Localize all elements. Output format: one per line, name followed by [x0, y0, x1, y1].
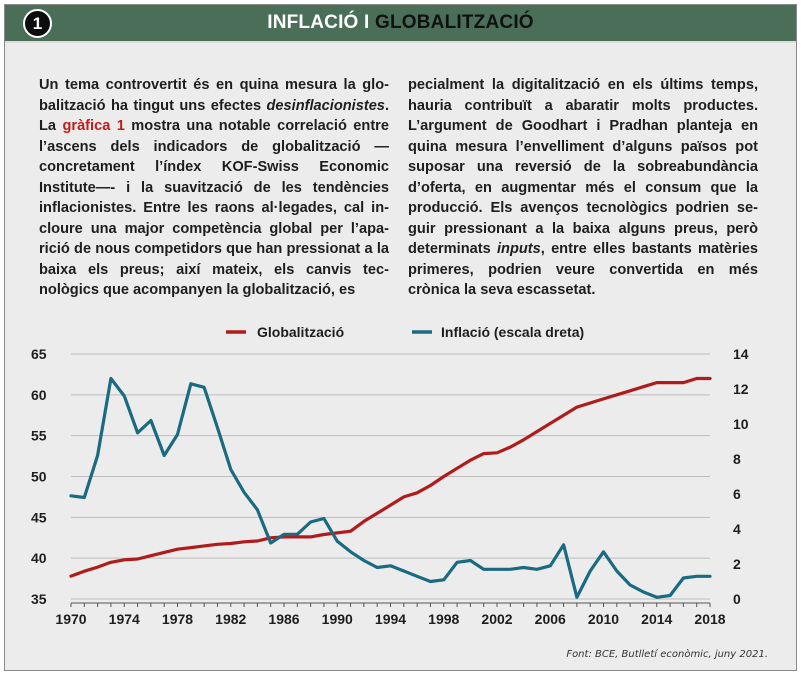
text-run: desinflacionis­tes — [266, 97, 385, 114]
text-run: inputs — [496, 241, 541, 257]
y-right-tick-label: 10 — [733, 416, 749, 432]
x-tick-label: 1970 — [55, 611, 86, 627]
y-left-tick-label: 45 — [31, 509, 47, 525]
x-tick-label: 1990 — [322, 611, 353, 627]
header-bar: 1 INFLACIÓ I GLOBALITZACIÓ — [5, 5, 796, 43]
y-left-tick-label: 55 — [31, 428, 47, 444]
y-left-tick-label: 40 — [31, 550, 47, 566]
text-run: , entre elles bastants matè­ries primere… — [408, 241, 759, 298]
y-left-tick-label: 50 — [31, 469, 47, 485]
y-right-tick-label: 4 — [733, 521, 741, 537]
series-line-globalitzacio — [69, 376, 712, 578]
title-part-2: GLOBALITZACIÓ — [374, 12, 534, 33]
text-run: pecialment la digitalització en els últi… — [408, 77, 758, 257]
line-chart: 1970 1974 1978 1982 1986 1990 1994 1998 2002 2006… — [31, 324, 749, 627]
x-tick-label: 2014 — [641, 611, 672, 627]
y-right-tick-label: 12 — [733, 381, 749, 397]
y-right-tick-label: 6 — [733, 486, 741, 502]
text-column-left: Un tema controvertit és en quina mesura … — [39, 75, 389, 301]
text-run: Un tema controvertit és en quina mesura … — [39, 77, 389, 114]
text-run: . La — [39, 97, 389, 135]
infographic-panel: 1 INFLACIÓ I GLOBALITZACIÓ Un tema contr… — [4, 4, 797, 671]
page-title: INFLACIÓ I GLOBALITZACIÓ — [5, 5, 796, 41]
x-tick-label: 2010 — [588, 611, 619, 627]
series-line-inflacio — [69, 376, 712, 599]
legend-label: Globalització — [257, 324, 344, 340]
x-tick-label: 2006 — [535, 611, 566, 627]
text-column-right: pecialment la digitalització en els últi… — [408, 75, 758, 301]
x-tick-label: 1986 — [268, 611, 299, 627]
number-badge: 1 — [23, 9, 52, 38]
text-run: mostra una notable correlació entre l’as… — [39, 118, 389, 298]
y-left-tick-label: 60 — [31, 387, 47, 403]
y-left-tick-label: 65 — [31, 346, 47, 362]
chart-reference-link: gràfica 1 — [62, 118, 125, 134]
y-right-tick-label: 0 — [733, 591, 741, 607]
y-right-tick-label: 8 — [733, 451, 741, 467]
x-tick-label: 2002 — [481, 611, 512, 627]
x-tick-label: 1974 — [109, 611, 140, 627]
x-tick-label: 1982 — [215, 611, 246, 627]
y-right-tick-label: 2 — [733, 556, 741, 572]
y-right-tick-label: 14 — [733, 346, 749, 362]
x-tick-label: 1994 — [375, 611, 406, 627]
y-left-tick-label: 35 — [31, 591, 47, 607]
x-tick-label: 2018 — [694, 611, 725, 627]
title-part-1: INFLACIÓ I — [267, 12, 375, 33]
source-note: Font: BCE, Butlletí econòmic, juny 2021. — [566, 649, 768, 660]
legend-label: Inflació (escala dreta) — [441, 324, 584, 340]
x-tick-label: 1998 — [428, 611, 459, 627]
x-tick-label: 1978 — [162, 611, 193, 627]
